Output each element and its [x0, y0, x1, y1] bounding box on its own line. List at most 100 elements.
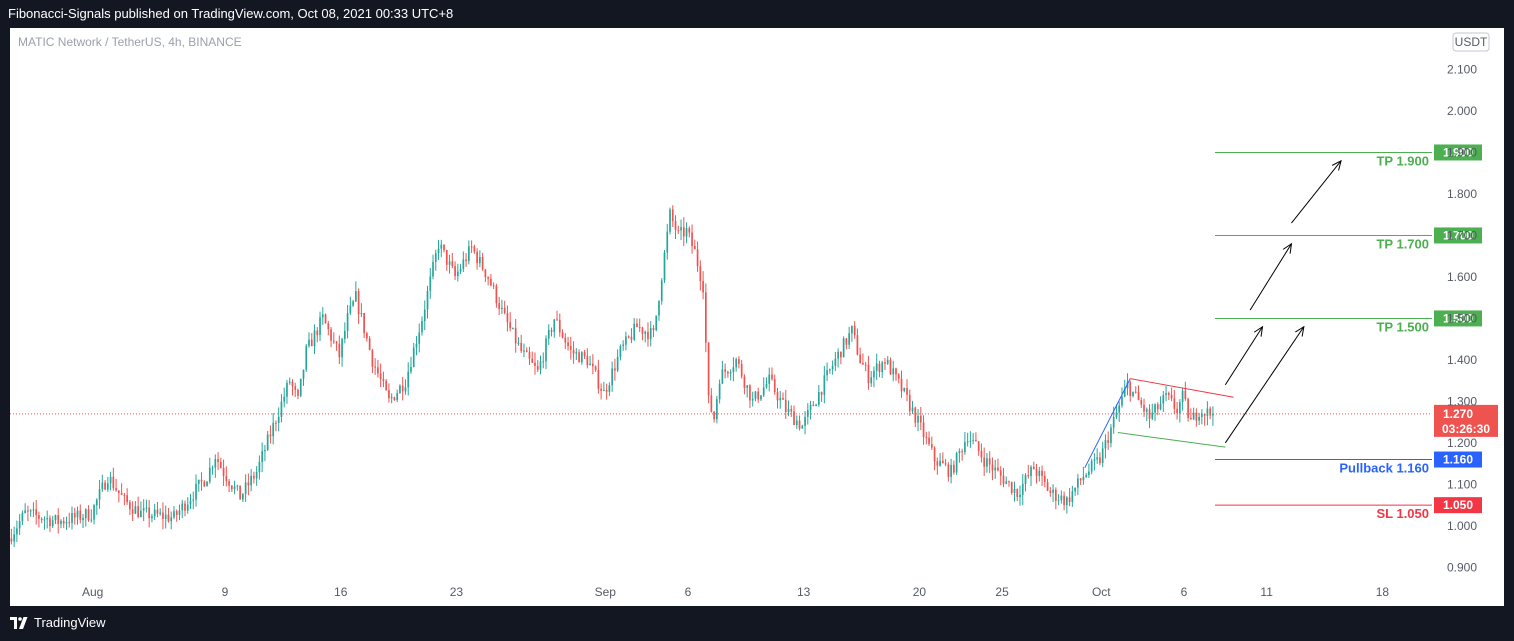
- trend-line[interactable]: [1117, 432, 1226, 448]
- candle-up: [1115, 404, 1118, 420]
- candle-body: [396, 393, 399, 401]
- candle-down: [297, 388, 299, 400]
- candle-up: [735, 357, 738, 372]
- candle-body: [928, 437, 930, 445]
- candle-body: [939, 460, 941, 466]
- candle-down: [1134, 386, 1137, 394]
- candle-down: [583, 349, 586, 359]
- candle-up: [729, 369, 732, 381]
- candle-body: [1041, 470, 1043, 476]
- candle-body: [718, 383, 721, 400]
- projection-arrow[interactable]: [1224, 325, 1305, 444]
- candle-body: [134, 506, 137, 514]
- candle-body: [1085, 475, 1087, 477]
- candle-body: [611, 368, 613, 386]
- candle-up: [134, 501, 137, 515]
- candle-body: [454, 266, 456, 277]
- candle-up: [547, 324, 550, 345]
- candle-down: [68, 512, 71, 528]
- candle-up: [649, 321, 652, 347]
- candle-body: [542, 361, 545, 363]
- candle-up: [51, 515, 54, 529]
- arrow-head: [1253, 325, 1264, 337]
- candle-body: [286, 382, 288, 397]
- y-tick-label: 1.000: [1447, 519, 1477, 533]
- candle-body: [1143, 404, 1145, 412]
- candle-body: [308, 339, 310, 346]
- candle-body: [211, 467, 214, 469]
- candle-body: [76, 510, 79, 518]
- candle-body: [219, 462, 222, 468]
- candle-body: [776, 392, 779, 401]
- candle-body: [27, 510, 29, 512]
- candle-down: [696, 241, 699, 272]
- candle-body: [614, 368, 616, 371]
- candle-body: [242, 493, 244, 500]
- price-chart[interactable]: TP 1.900 1.900 TP 1.700 1.700 TP 1.500 1.500 P…: [10, 28, 1504, 606]
- candle-body: [101, 482, 104, 490]
- candle-body: [173, 511, 175, 518]
- projection-arrow[interactable]: [1224, 325, 1264, 386]
- candle-body: [338, 343, 341, 358]
- currency-badge[interactable]: USDT: [1452, 32, 1490, 52]
- candle-body: [1132, 391, 1134, 396]
- candle-body: [1054, 489, 1057, 501]
- candle-down: [919, 406, 922, 431]
- candle-body: [170, 517, 173, 522]
- level-price-tag: [1434, 227, 1482, 244]
- candle-up: [972, 432, 975, 445]
- candle-body: [479, 256, 481, 264]
- candle-body: [671, 209, 674, 221]
- candle-body: [531, 358, 534, 363]
- candle-body: [1126, 381, 1129, 389]
- candle-body: [319, 317, 321, 335]
- candle-up: [250, 469, 252, 492]
- candle-body: [363, 313, 365, 334]
- candle-down: [914, 406, 917, 428]
- candle-up: [1085, 472, 1087, 478]
- candle-up: [539, 355, 542, 375]
- candle-down: [757, 387, 760, 403]
- candle-body: [999, 470, 1002, 476]
- level-label: TP 1.700: [1376, 236, 1429, 251]
- candle-up: [346, 304, 349, 339]
- candle-down: [812, 400, 815, 407]
- candle-up: [106, 476, 109, 492]
- candle-down: [820, 391, 823, 402]
- candle-up: [173, 506, 175, 520]
- candle-up: [16, 520, 18, 543]
- candle-down: [1107, 431, 1110, 450]
- candle-body: [501, 307, 503, 309]
- candle-body: [18, 521, 21, 529]
- candle-down: [520, 334, 523, 354]
- candle-down: [878, 360, 881, 378]
- candle-body: [663, 252, 666, 281]
- candle-down: [647, 322, 649, 347]
- candle-body: [379, 373, 382, 380]
- candle-down: [977, 440, 980, 456]
- trend-line[interactable]: [1084, 378, 1131, 469]
- candle-body: [321, 314, 324, 318]
- candle-down: [126, 488, 128, 505]
- candle-body: [490, 278, 492, 286]
- chart-frame[interactable]: TP 1.900 1.900 TP 1.700 1.700 TP 1.500 1.500 P…: [10, 28, 1504, 606]
- candle-down: [294, 382, 297, 397]
- candle-body: [291, 381, 294, 387]
- candle-body: [660, 280, 663, 301]
- candle-down: [175, 509, 178, 522]
- candle-body: [674, 220, 677, 230]
- candle-body: [159, 512, 162, 514]
- candle-body: [38, 515, 40, 519]
- projection-arrow[interactable]: [1291, 159, 1342, 224]
- projection-arrow[interactable]: [1249, 242, 1293, 311]
- trend-line[interactable]: [1130, 378, 1234, 398]
- level-price-tag: [1434, 310, 1482, 327]
- candle-up: [305, 344, 308, 372]
- candle-body: [112, 476, 115, 489]
- candle-body: [426, 290, 429, 310]
- candle-body: [277, 416, 280, 423]
- candle-body: [986, 458, 988, 467]
- candle-up: [1165, 385, 1167, 402]
- candle-body: [1024, 475, 1027, 484]
- candle-down: [509, 312, 512, 332]
